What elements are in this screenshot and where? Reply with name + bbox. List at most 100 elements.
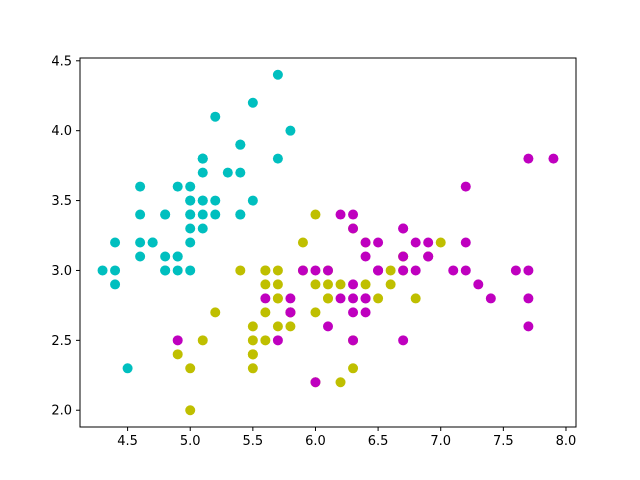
y-tick-label: 4.5 bbox=[51, 54, 72, 69]
data-point bbox=[473, 279, 484, 290]
data-point bbox=[398, 265, 409, 276]
data-point bbox=[323, 279, 333, 290]
data-point bbox=[423, 251, 434, 262]
data-point bbox=[135, 209, 146, 220]
data-point bbox=[197, 223, 208, 234]
data-point bbox=[247, 195, 258, 206]
data-point bbox=[235, 209, 246, 220]
data-point bbox=[260, 265, 271, 276]
data-point bbox=[185, 265, 196, 276]
data-point bbox=[160, 251, 171, 262]
data-point bbox=[185, 237, 196, 248]
data-point bbox=[348, 335, 359, 346]
data-point bbox=[323, 321, 333, 332]
data-point bbox=[460, 237, 471, 248]
data-point bbox=[360, 279, 371, 290]
data-point bbox=[385, 265, 396, 276]
data-point bbox=[135, 181, 146, 192]
data-point bbox=[348, 363, 359, 374]
data-point bbox=[310, 307, 321, 318]
data-point bbox=[272, 293, 283, 304]
data-point bbox=[523, 265, 534, 276]
data-point bbox=[272, 335, 283, 346]
data-point bbox=[335, 279, 346, 290]
data-point bbox=[373, 293, 384, 304]
data-point bbox=[172, 335, 183, 346]
data-point bbox=[335, 293, 346, 304]
x-tick-label: 7.5 bbox=[493, 434, 514, 449]
data-point bbox=[323, 265, 333, 276]
data-point bbox=[373, 265, 384, 276]
data-point bbox=[548, 153, 559, 164]
data-point bbox=[310, 377, 321, 388]
data-point bbox=[523, 153, 534, 164]
y-tick-label: 3.5 bbox=[51, 194, 72, 209]
data-point bbox=[210, 195, 221, 206]
data-point bbox=[360, 237, 371, 248]
data-point bbox=[523, 321, 534, 332]
data-point bbox=[448, 265, 459, 276]
series-2 bbox=[172, 153, 559, 388]
data-point bbox=[523, 293, 534, 304]
data-point bbox=[285, 293, 296, 304]
data-point bbox=[385, 279, 396, 290]
data-point bbox=[435, 237, 446, 248]
data-point bbox=[172, 251, 183, 262]
data-point bbox=[398, 335, 409, 346]
data-point bbox=[197, 195, 208, 206]
data-point bbox=[260, 279, 271, 290]
data-point bbox=[348, 293, 359, 304]
data-point bbox=[197, 335, 208, 346]
plot-frame bbox=[79, 57, 577, 428]
data-point bbox=[172, 265, 183, 276]
data-point bbox=[410, 265, 421, 276]
data-point bbox=[272, 321, 283, 332]
data-point bbox=[410, 237, 421, 248]
data-point bbox=[210, 111, 221, 122]
data-point bbox=[185, 405, 196, 416]
data-point bbox=[310, 279, 321, 290]
series-0 bbox=[97, 69, 296, 374]
data-point bbox=[297, 265, 308, 276]
data-point bbox=[247, 335, 258, 346]
data-point bbox=[185, 209, 196, 220]
data-point bbox=[197, 153, 208, 164]
data-point bbox=[122, 363, 133, 374]
data-point bbox=[272, 69, 283, 80]
data-point bbox=[460, 265, 471, 276]
x-tick-label: 5.5 bbox=[243, 434, 264, 449]
y-axis: 2.0 2.5 3.0 3.5 4.0 4.5 bbox=[51, 54, 80, 419]
data-point bbox=[172, 181, 183, 192]
data-point bbox=[398, 223, 409, 234]
data-point bbox=[247, 97, 258, 108]
data-point bbox=[360, 307, 371, 318]
y-tick-label: 3.0 bbox=[51, 264, 72, 279]
data-point bbox=[235, 265, 246, 276]
data-point bbox=[135, 237, 146, 248]
data-point bbox=[348, 209, 359, 220]
data-point bbox=[310, 265, 321, 276]
x-tick-label: 5.0 bbox=[180, 434, 201, 449]
data-point bbox=[348, 279, 359, 290]
data-point bbox=[247, 349, 258, 360]
data-point bbox=[285, 307, 296, 318]
data-point bbox=[335, 377, 346, 388]
x-tick-label: 8.0 bbox=[556, 434, 577, 449]
data-point bbox=[485, 293, 496, 304]
data-point bbox=[348, 307, 359, 318]
data-point bbox=[147, 237, 158, 248]
data-point bbox=[247, 321, 258, 332]
data-point bbox=[185, 363, 196, 374]
data-point bbox=[260, 307, 271, 318]
data-point bbox=[110, 279, 121, 290]
data-point bbox=[310, 209, 321, 220]
x-tick-label: 7.0 bbox=[430, 434, 451, 449]
x-tick-label: 6.5 bbox=[368, 434, 389, 449]
data-point bbox=[135, 251, 146, 262]
data-point bbox=[348, 223, 359, 234]
y-tick-label: 4.0 bbox=[51, 124, 72, 139]
data-point bbox=[272, 153, 283, 164]
data-point bbox=[210, 209, 221, 220]
data-point bbox=[160, 265, 171, 276]
data-point bbox=[360, 293, 371, 304]
